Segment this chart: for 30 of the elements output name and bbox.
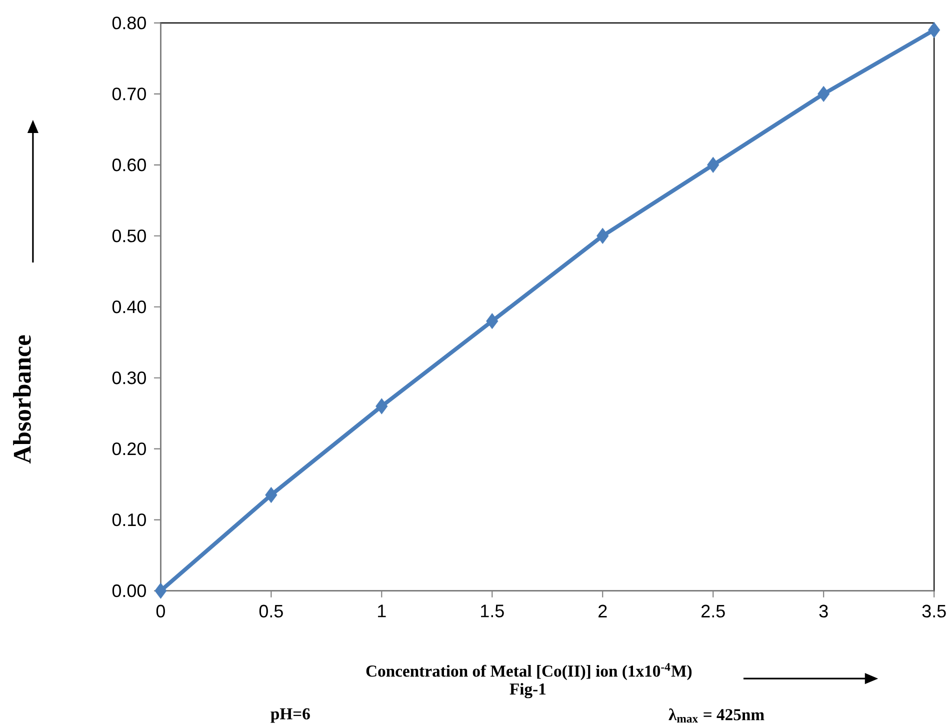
text: Fig-1	[510, 683, 546, 698]
point	[818, 86, 830, 102]
point	[486, 313, 498, 330]
x-axis-title: Concentration of Metal [Co(II)] ion (1x10$^{-4}$M)	[366, 663, 692, 680]
point	[154, 582, 167, 600]
point	[596, 228, 609, 244]
y-axis-title: Absorbance	[13, 335, 31, 464]
x-tick-label: 0.5	[259, 605, 283, 618]
x-tick-label: 0	[156, 605, 165, 618]
x-tick-label: 2	[598, 605, 607, 618]
point	[707, 157, 720, 174]
y-tick-label: 0.70	[112, 88, 146, 101]
y-tick-label: 0.40	[112, 300, 146, 314]
y-tick-label: 0.30	[112, 372, 146, 384]
y-tick-label: 0.20	[112, 442, 146, 456]
text: λ$_{max}$ = 425nm	[668, 708, 764, 723]
x-tick-label: 3	[819, 605, 828, 618]
point	[265, 487, 278, 504]
x-tick-label: 1	[378, 605, 386, 618]
y-tick-label: 0.60	[112, 158, 146, 172]
x-tick-label: 1.5	[481, 605, 504, 618]
y-tick-label: 0.00	[112, 584, 146, 598]
y-tick-label: 0.50	[112, 230, 146, 242]
y-tick-label: 0.80	[112, 16, 146, 30]
y-tick-label: 0.10	[112, 514, 146, 526]
point	[376, 398, 388, 415]
point	[928, 22, 940, 38]
x-tick-label: 2.5	[702, 605, 725, 618]
text: pH=6	[270, 708, 310, 724]
x-tick-label: 3.5	[922, 605, 946, 618]
